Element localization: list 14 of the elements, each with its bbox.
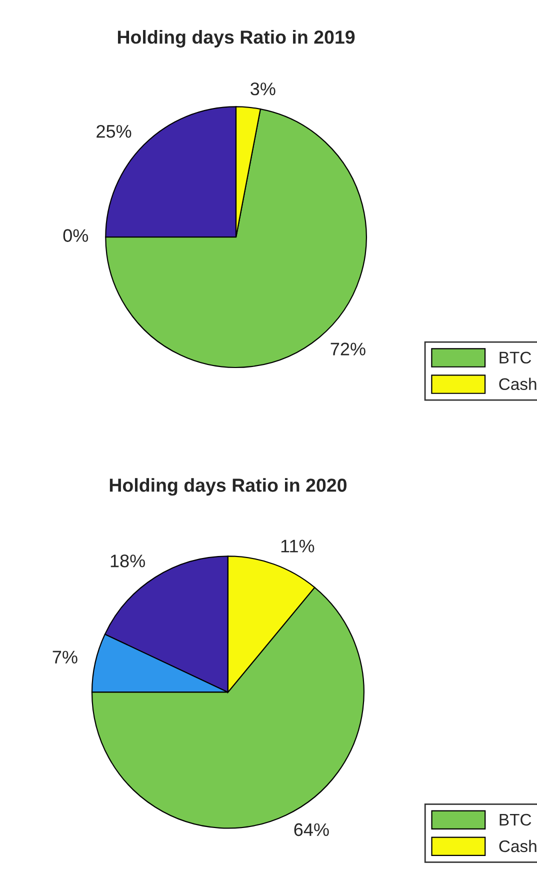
data-label: 25%: [96, 124, 132, 138]
text: 0%: [63, 229, 88, 242]
data-label: 3%: [250, 82, 276, 96]
chart-title: Holding days Ratio in 2019: [118, 30, 355, 48]
legend-label: Cash: [499, 378, 536, 390]
legend-label: Cash: [499, 840, 536, 852]
legend-label: BTC: [500, 814, 532, 826]
data-label: 72%: [330, 342, 366, 356]
data-label: 7%: [52, 650, 78, 664]
data-label: 64%: [294, 823, 329, 836]
data-label: 18%: [110, 554, 145, 568]
data-label: 11%: [281, 540, 314, 552]
legend-label: BTC: [500, 352, 532, 364]
chart-title: Holding days Ratio in 2020: [110, 478, 346, 496]
